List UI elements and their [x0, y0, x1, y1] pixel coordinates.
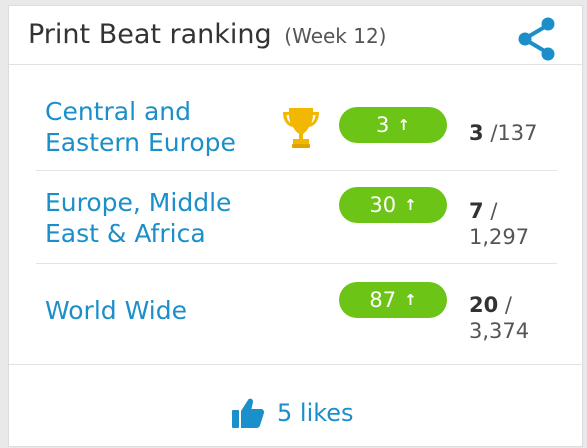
ranking-row-central-eastern-europe: Central and Eastern Europe 3 ↑ 3 /137 — [36, 65, 557, 171]
arrow-up-icon: ↑ — [397, 116, 410, 134]
arrow-up-icon: ↑ — [404, 291, 417, 309]
rank-change-value: 3 — [376, 113, 390, 137]
region-name-line2: Eastern Europe — [45, 128, 236, 157]
card-header: Print Beat ranking (Week 12) — [9, 6, 582, 65]
title-text: Print Beat ranking — [28, 19, 272, 50]
region-link[interactable]: World Wide — [45, 295, 187, 326]
rank-value: 3 /137 — [469, 120, 537, 146]
ranking-row-world-wide: World Wide 87 ↑ 20 / 3,374 — [36, 264, 557, 364]
ranking-card: Print Beat ranking (Week 12) Central and… — [8, 5, 583, 447]
region-name-line2: East & Africa — [45, 219, 206, 248]
share-button[interactable] — [514, 17, 562, 61]
rank-position: 20 — [469, 293, 499, 317]
rank-value: 20 / 3,374 — [469, 292, 529, 344]
rank-change-value: 87 — [369, 288, 397, 312]
region-name-line1: World Wide — [45, 296, 187, 325]
rank-change-badge: 87 ↑ — [339, 282, 447, 318]
region-name-line1: Central and — [45, 97, 192, 126]
rank-separator: / — [504, 293, 512, 317]
rank-change-badge: 3 ↑ — [339, 107, 447, 143]
share-icon — [518, 17, 555, 61]
ranking-row-emea: Europe, Middle East & Africa 30 ↑ 7 / 1,… — [36, 171, 557, 264]
region-name-line1: Europe, Middle — [45, 188, 232, 217]
rank-total: /137 — [490, 121, 538, 145]
rank-total: 1,297 — [469, 225, 530, 249]
thumbs-up-icon — [232, 398, 265, 428]
rank-position: 7 — [469, 199, 484, 223]
likes-count: 5 likes — [277, 399, 354, 427]
likes-button[interactable]: 5 likes — [231, 395, 354, 431]
trophy-icon — [283, 108, 319, 148]
rank-separator: / — [490, 199, 498, 223]
rank-position: 3 — [469, 121, 484, 145]
arrow-up-icon: ↑ — [404, 196, 417, 214]
region-link[interactable]: Central and Eastern Europe — [45, 96, 236, 158]
region-link[interactable]: Europe, Middle East & Africa — [45, 187, 231, 249]
page-title: Print Beat ranking (Week 12) — [28, 19, 387, 50]
rank-value: 7 / 1,297 — [469, 198, 529, 250]
week-subtitle: (Week 12) — [284, 24, 387, 48]
rank-change-value: 30 — [369, 193, 397, 217]
rank-total: 3,374 — [469, 319, 530, 343]
rank-change-badge: 30 ↑ — [339, 187, 447, 223]
card-footer: 5 likes — [9, 364, 582, 448]
